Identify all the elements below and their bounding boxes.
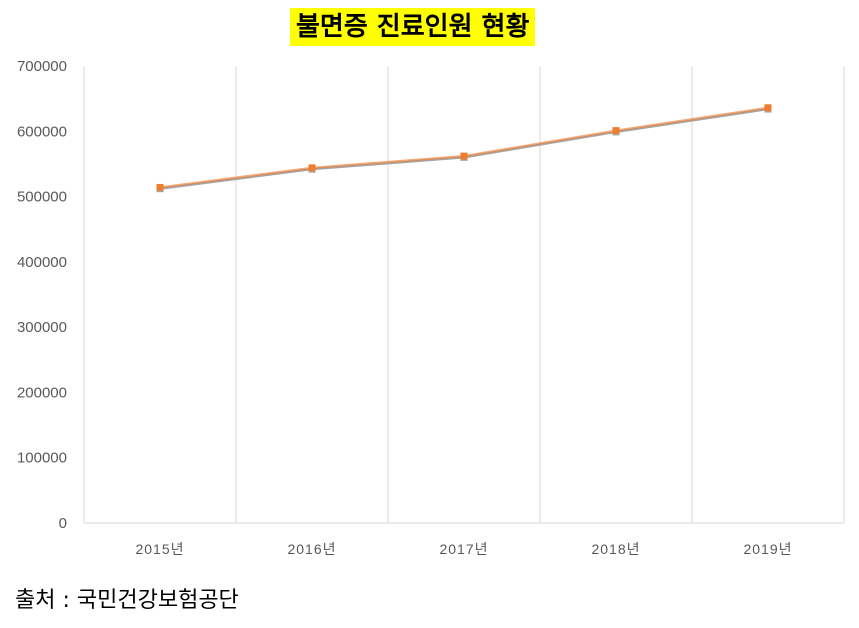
y-tick-label: 600000 — [17, 123, 67, 140]
data-point-marker — [156, 183, 164, 191]
series-line — [158, 106, 770, 189]
x-axis-tick-labels: 2015년 2016년 2017년 2018년 2019년 — [135, 541, 792, 557]
data-point-marker — [764, 104, 772, 112]
series-lines — [156, 104, 772, 193]
x-tick-label: 2019년 — [743, 541, 792, 557]
y-tick-label: 0 — [59, 515, 67, 532]
series-2 — [156, 104, 772, 191]
y-axis-tick-labels: 0 100000 200000 300000 400000 500000 600000 700… — [17, 58, 67, 532]
data-point-marker — [308, 164, 316, 172]
gridlines — [83, 66, 845, 523]
y-tick-label: 200000 — [17, 384, 67, 401]
series-1 — [156, 105, 772, 193]
x-tick-label: 2015년 — [135, 541, 184, 557]
y-tick-label: 100000 — [17, 450, 67, 467]
data-point-marker — [612, 127, 620, 135]
y-tick-label: 500000 — [17, 189, 67, 206]
x-tick-label: 2017년 — [439, 541, 488, 557]
y-tick-label: 300000 — [17, 319, 67, 336]
source-note: 출처 : 국민건강보험공단 — [15, 588, 239, 613]
y-tick-label: 400000 — [17, 254, 67, 271]
x-tick-label: 2018년 — [591, 541, 640, 557]
chart-title: 불면증 진료인원 현황 — [290, 8, 536, 46]
y-tick-label: 700000 — [17, 58, 67, 75]
x-tick-label: 2016년 — [287, 541, 336, 557]
data-point-marker — [460, 152, 468, 160]
